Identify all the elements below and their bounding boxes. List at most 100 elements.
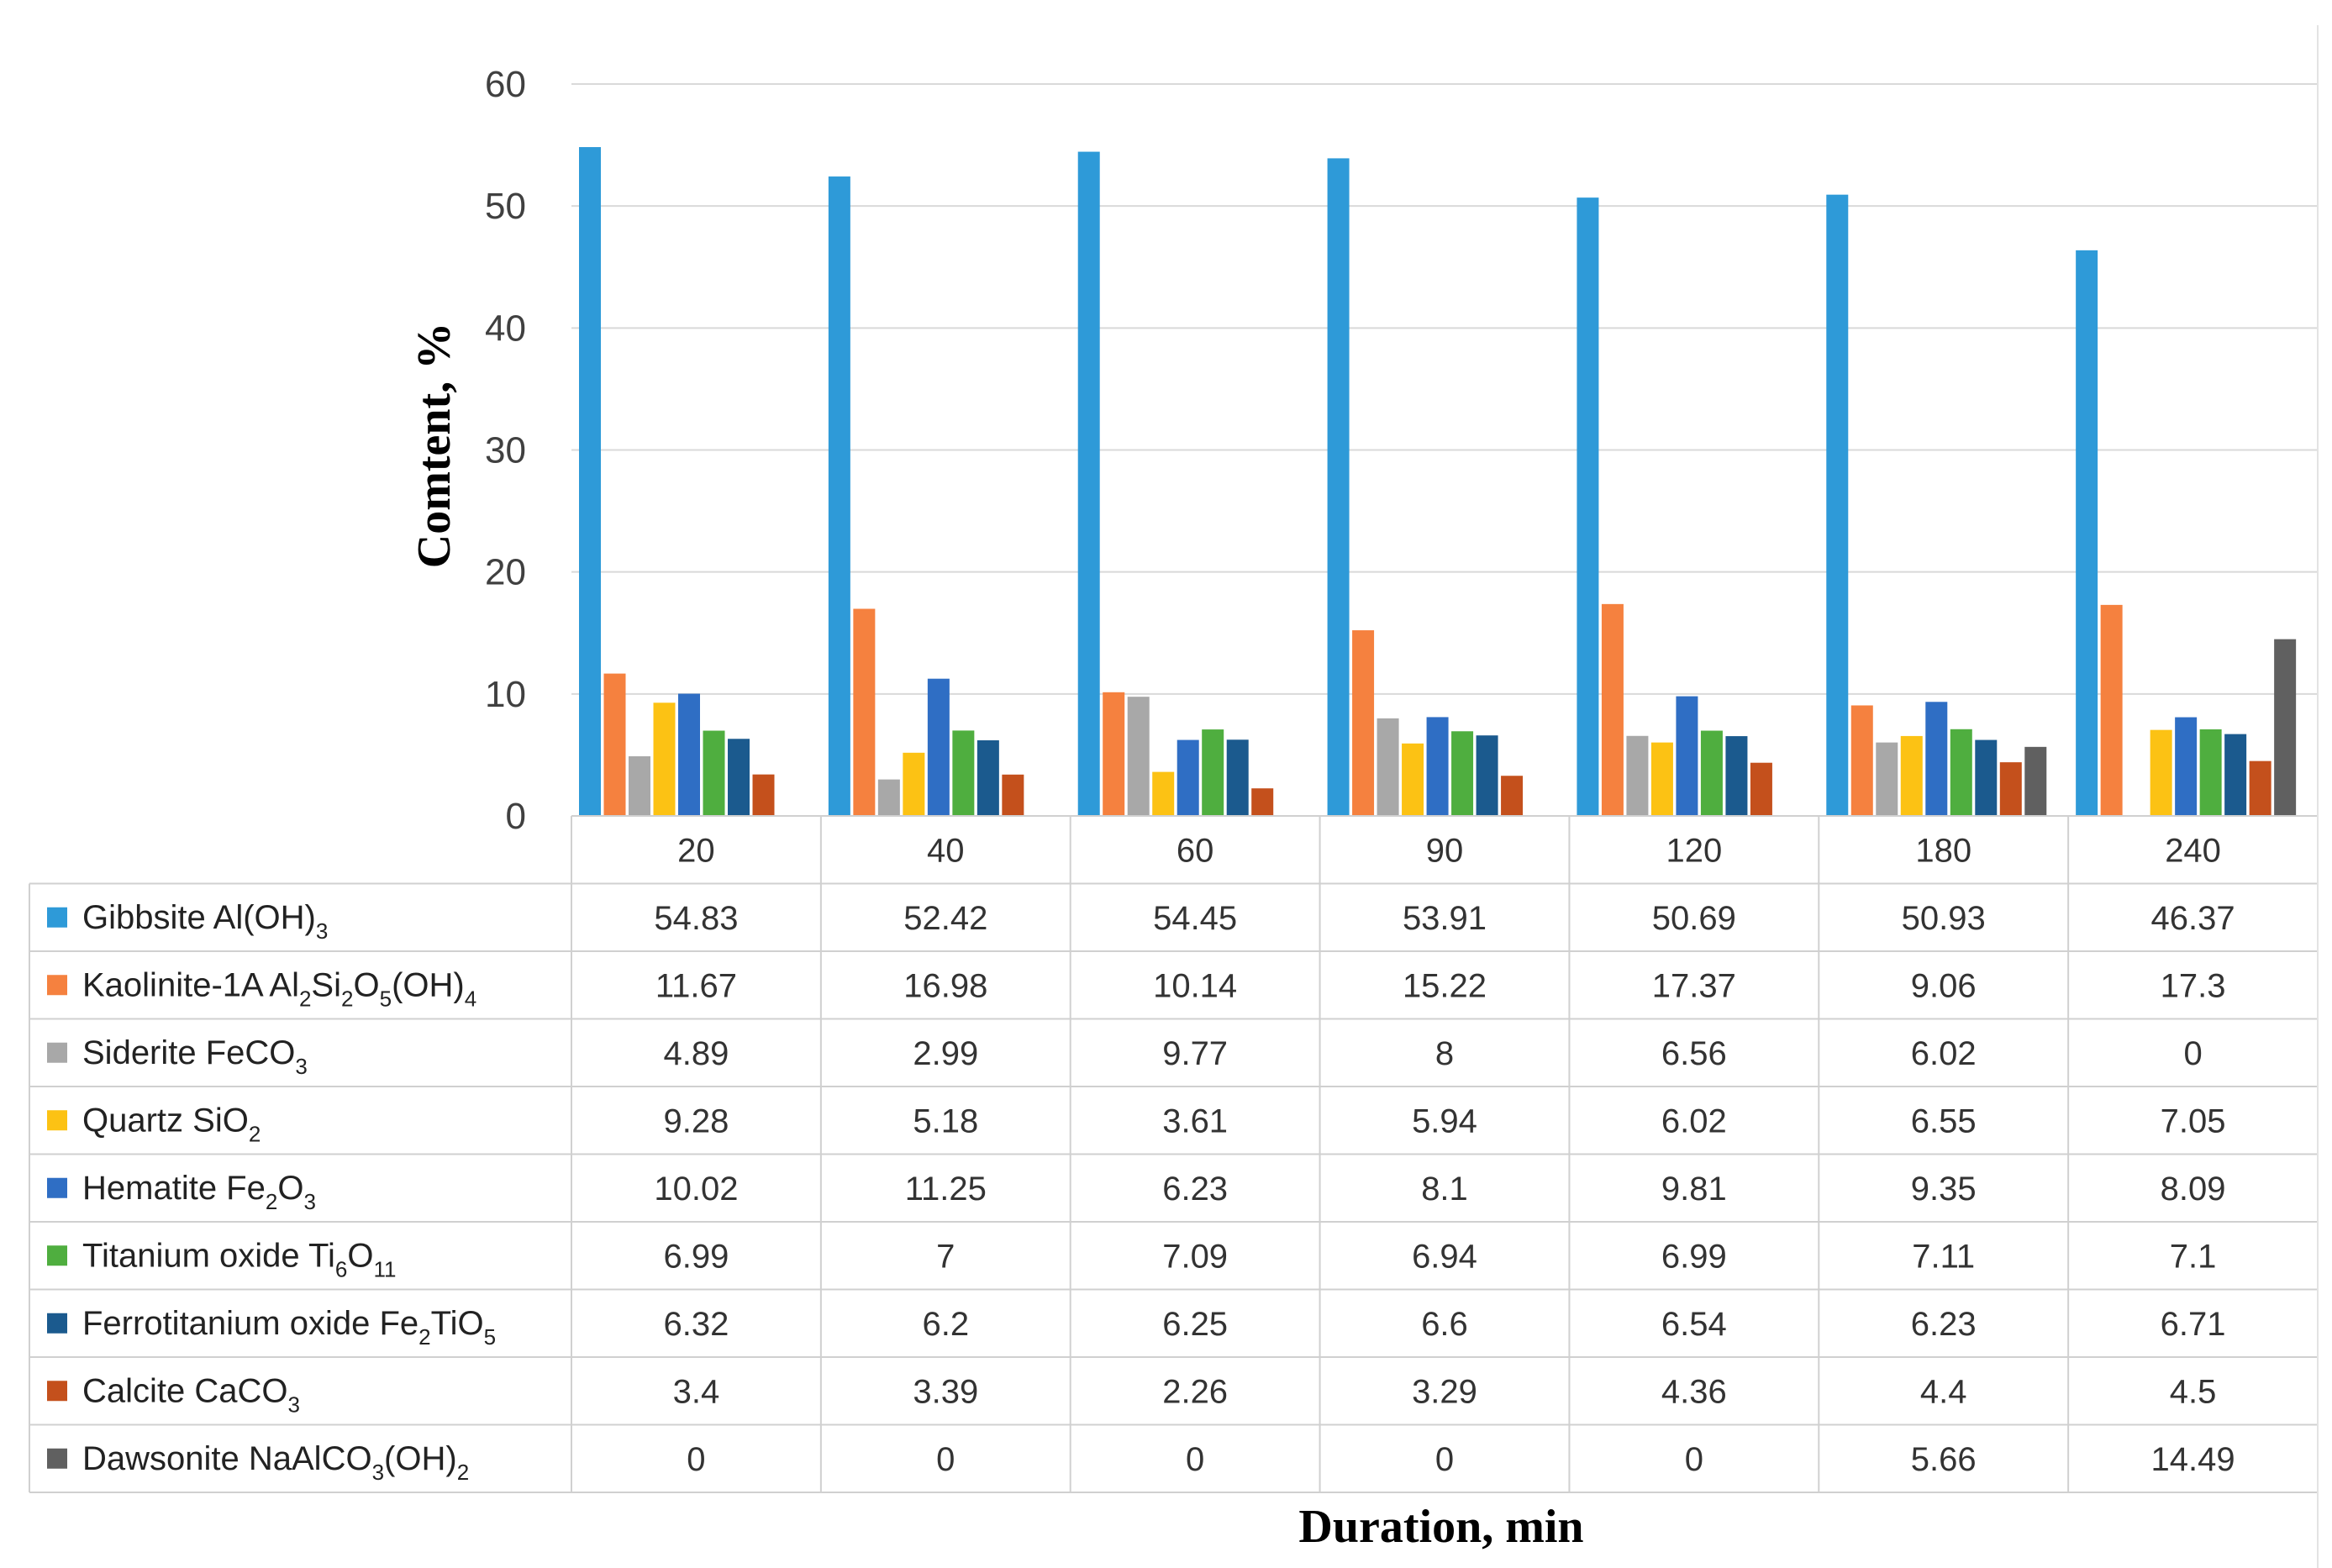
table-cell: 6.94 [1412, 1238, 1477, 1275]
legend-swatch [47, 1448, 67, 1469]
table-cell: 0 [2183, 1035, 2202, 1072]
bar [2024, 746, 2047, 816]
table-cell: 9.06 [1911, 967, 1977, 1004]
bar [1950, 729, 1972, 816]
bar [603, 673, 626, 816]
table-cell: 6.02 [1911, 1035, 1977, 1072]
table-cell: 0 [687, 1441, 705, 1478]
table-cell: 14.49 [2151, 1441, 2235, 1478]
table-cell: 9.35 [1911, 1171, 1977, 1208]
bar [1002, 774, 1024, 816]
bar [2150, 729, 2172, 816]
bar [1177, 739, 1199, 816]
table-cell: 4.36 [1661, 1373, 1727, 1410]
y-axis-label: Comtent, % [408, 323, 461, 568]
table-cell: 54.45 [1153, 900, 1237, 937]
table-cell: 50.93 [1902, 900, 1986, 937]
legend-label: Quartz SiO2 [82, 1102, 261, 1146]
bar [1626, 735, 1649, 816]
x-tick-label: 20 [677, 832, 715, 869]
bar [579, 147, 601, 817]
bar [2076, 250, 2098, 816]
table-cell: 17.37 [1652, 967, 1736, 1004]
legend-swatch [47, 1313, 67, 1334]
legend-label: Titanium oxide Ti6O11 [82, 1237, 396, 1281]
y-axis-ticks: 0 10 20 30 40 50 60 [485, 64, 526, 837]
table-cell: 4.4 [1920, 1373, 1967, 1410]
bar [1577, 197, 1599, 817]
bar [1501, 776, 1524, 816]
table-cell: 54.83 [654, 900, 738, 937]
table-cell: 9.77 [1162, 1035, 1228, 1072]
bar [1700, 730, 1723, 816]
y-tick-label: 10 [485, 674, 526, 715]
legend-swatch [47, 975, 67, 996]
bar [927, 678, 950, 816]
table-cell: 6.71 [2161, 1306, 2226, 1343]
table-cell: 16.98 [903, 967, 987, 1004]
y-tick-label: 50 [485, 186, 526, 227]
x-tick-label: 40 [927, 832, 965, 869]
table-cell: 53.91 [1403, 900, 1487, 937]
table-cell: 8 [1435, 1035, 1454, 1072]
y-tick-label: 30 [485, 430, 526, 471]
legend-swatch [47, 1110, 67, 1131]
table-cell: 0 [1186, 1441, 1204, 1478]
bar [629, 756, 650, 816]
bar [1925, 702, 1948, 816]
legend-swatch [47, 1042, 67, 1063]
y-tick-label: 60 [485, 64, 526, 105]
table-cell: 11.67 [655, 967, 737, 1004]
table-cell: 7.09 [1162, 1238, 1228, 1275]
bar [1900, 735, 1923, 816]
y-tick-label: 0 [506, 796, 526, 837]
bar [1999, 762, 2022, 816]
table-cell: 7.11 [1912, 1238, 1975, 1275]
table-cell: 6.02 [1661, 1102, 1727, 1139]
table-cell: 10.14 [1153, 967, 1237, 1004]
legend-label: Kaolinite-1A Al2Si2O5(OH)4 [82, 966, 476, 1011]
table-cell: 0 [1435, 1441, 1454, 1478]
x-tick-label: 120 [1666, 832, 1722, 869]
table-cell: 9.28 [663, 1102, 729, 1139]
bar [1103, 692, 1125, 816]
table-cell: 46.37 [2151, 900, 2235, 937]
bar [653, 702, 676, 816]
table-cell: 7 [936, 1238, 955, 1275]
table-cell: 7.1 [2170, 1238, 2217, 1275]
table-cell: 3.29 [1412, 1373, 1477, 1410]
bar [1226, 739, 1249, 816]
table-cell: 6.23 [1162, 1171, 1228, 1208]
legend-swatch [47, 907, 67, 928]
table-cell: 0 [936, 1441, 955, 1478]
legend-swatch [47, 1177, 67, 1198]
table-cell: 4.5 [2170, 1373, 2217, 1410]
table-cell: 6.54 [1661, 1306, 1727, 1343]
bar [1451, 731, 1474, 816]
table-cell: 17.3 [2161, 967, 2226, 1004]
table-cell: 6.2 [922, 1306, 969, 1343]
legend-label: Gibbsite Al(OH)3 [82, 899, 328, 944]
legend-label: Calcite CaCO3 [82, 1372, 300, 1417]
bar [1750, 762, 1772, 816]
bar [1402, 743, 1424, 816]
bar [2199, 729, 2222, 816]
bar [2274, 639, 2297, 816]
table-cell: 6.99 [663, 1238, 729, 1275]
bar [678, 693, 700, 816]
legend-swatch [47, 1245, 67, 1266]
bar [952, 730, 975, 816]
bar [1251, 788, 1274, 816]
bar [1426, 717, 1449, 816]
table-cell: 3.39 [913, 1373, 978, 1410]
table-cell: 10.02 [654, 1171, 738, 1208]
bar [1377, 718, 1399, 816]
bar [1650, 742, 1673, 816]
bar [2100, 604, 2123, 816]
table-cell: 2.99 [913, 1035, 978, 1072]
table-cell: 8.09 [2161, 1171, 2226, 1208]
bar [1601, 603, 1624, 816]
table-cell: 5.18 [913, 1102, 978, 1139]
table-cell: 52.42 [903, 900, 987, 937]
